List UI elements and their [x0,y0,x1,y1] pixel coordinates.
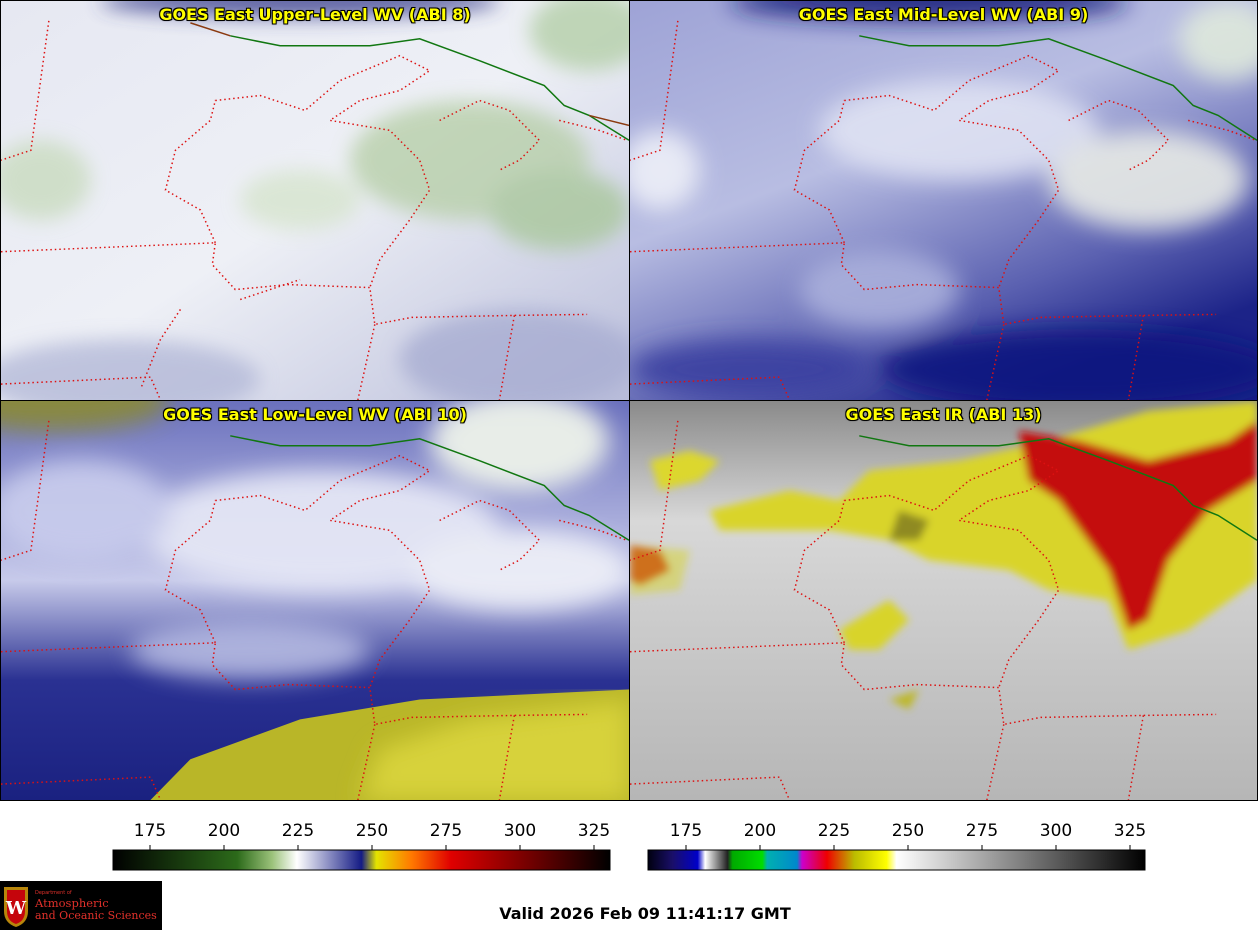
colorbar-ir-tick: 225 [818,821,850,841]
panel-low-level-wv: GOES East Low-Level WV (ABI 10) [0,400,630,801]
colorbar-wv-tick: 300 [504,821,536,841]
colorbar-ir-svg: 175 200 225 250 275 300 325 [647,821,1146,871]
logo-line2: Atmospheric [34,896,109,910]
colorbar-ir-tick: 325 [1114,821,1146,841]
uw-crest-icon: W Department of Atmospheric and Oceanic … [4,887,157,927]
colorbar-wv-tick: 200 [208,821,240,841]
colorbar-wv-tick: 175 [134,821,166,841]
colorbar-ir-tick: 275 [966,821,998,841]
colorbar-wv-svg: 175 200 225 250 275 300 325 [112,821,611,871]
colorbar-ir: 175 200 225 250 275 300 325 [635,814,1160,874]
low-level-wv-image [1,401,629,800]
colorbar-wv: 175 200 225 250 275 300 325 [100,814,625,874]
panel-title: GOES East Mid-Level WV (ABI 9) [798,5,1089,24]
panel-upper-level-wv: GOES East Upper-Level WV (ABI 8) [0,0,630,401]
aos-logo: W Department of Atmospheric and Oceanic … [0,881,162,930]
panel-title: GOES East IR (ABI 13) [845,405,1042,424]
logo-line3: and Oceanic Sciences [35,909,157,922]
colorbar-ir-tick: 175 [670,821,702,841]
colorbar-ir-tick: 250 [892,821,924,841]
panel-mid-level-wv: GOES East Mid-Level WV (ABI 9) [629,0,1258,401]
valid-time: Valid 2026 Feb 09 11:41:17 GMT [499,904,791,923]
panel-title: GOES East Low-Level WV (ABI 10) [163,405,467,424]
mid-level-wv-image [630,1,1257,400]
svg-text:W: W [5,898,27,919]
ir-image [630,401,1257,800]
logo-line1: Department of [35,890,72,896]
colorbar-wv-tick: 250 [356,821,388,841]
panel-title: GOES East Upper-Level WV (ABI 8) [159,5,471,24]
colorbar-wv-tick: 325 [578,821,610,841]
colorbar-wv-tick: 275 [430,821,462,841]
colorbar-ir-tick: 300 [1040,821,1072,841]
upper-level-wv-image [1,1,629,400]
colorbar-wv-tick: 225 [282,821,314,841]
panel-ir: GOES East IR (ABI 13) [629,400,1258,801]
colorbar-ir-tick: 200 [744,821,776,841]
